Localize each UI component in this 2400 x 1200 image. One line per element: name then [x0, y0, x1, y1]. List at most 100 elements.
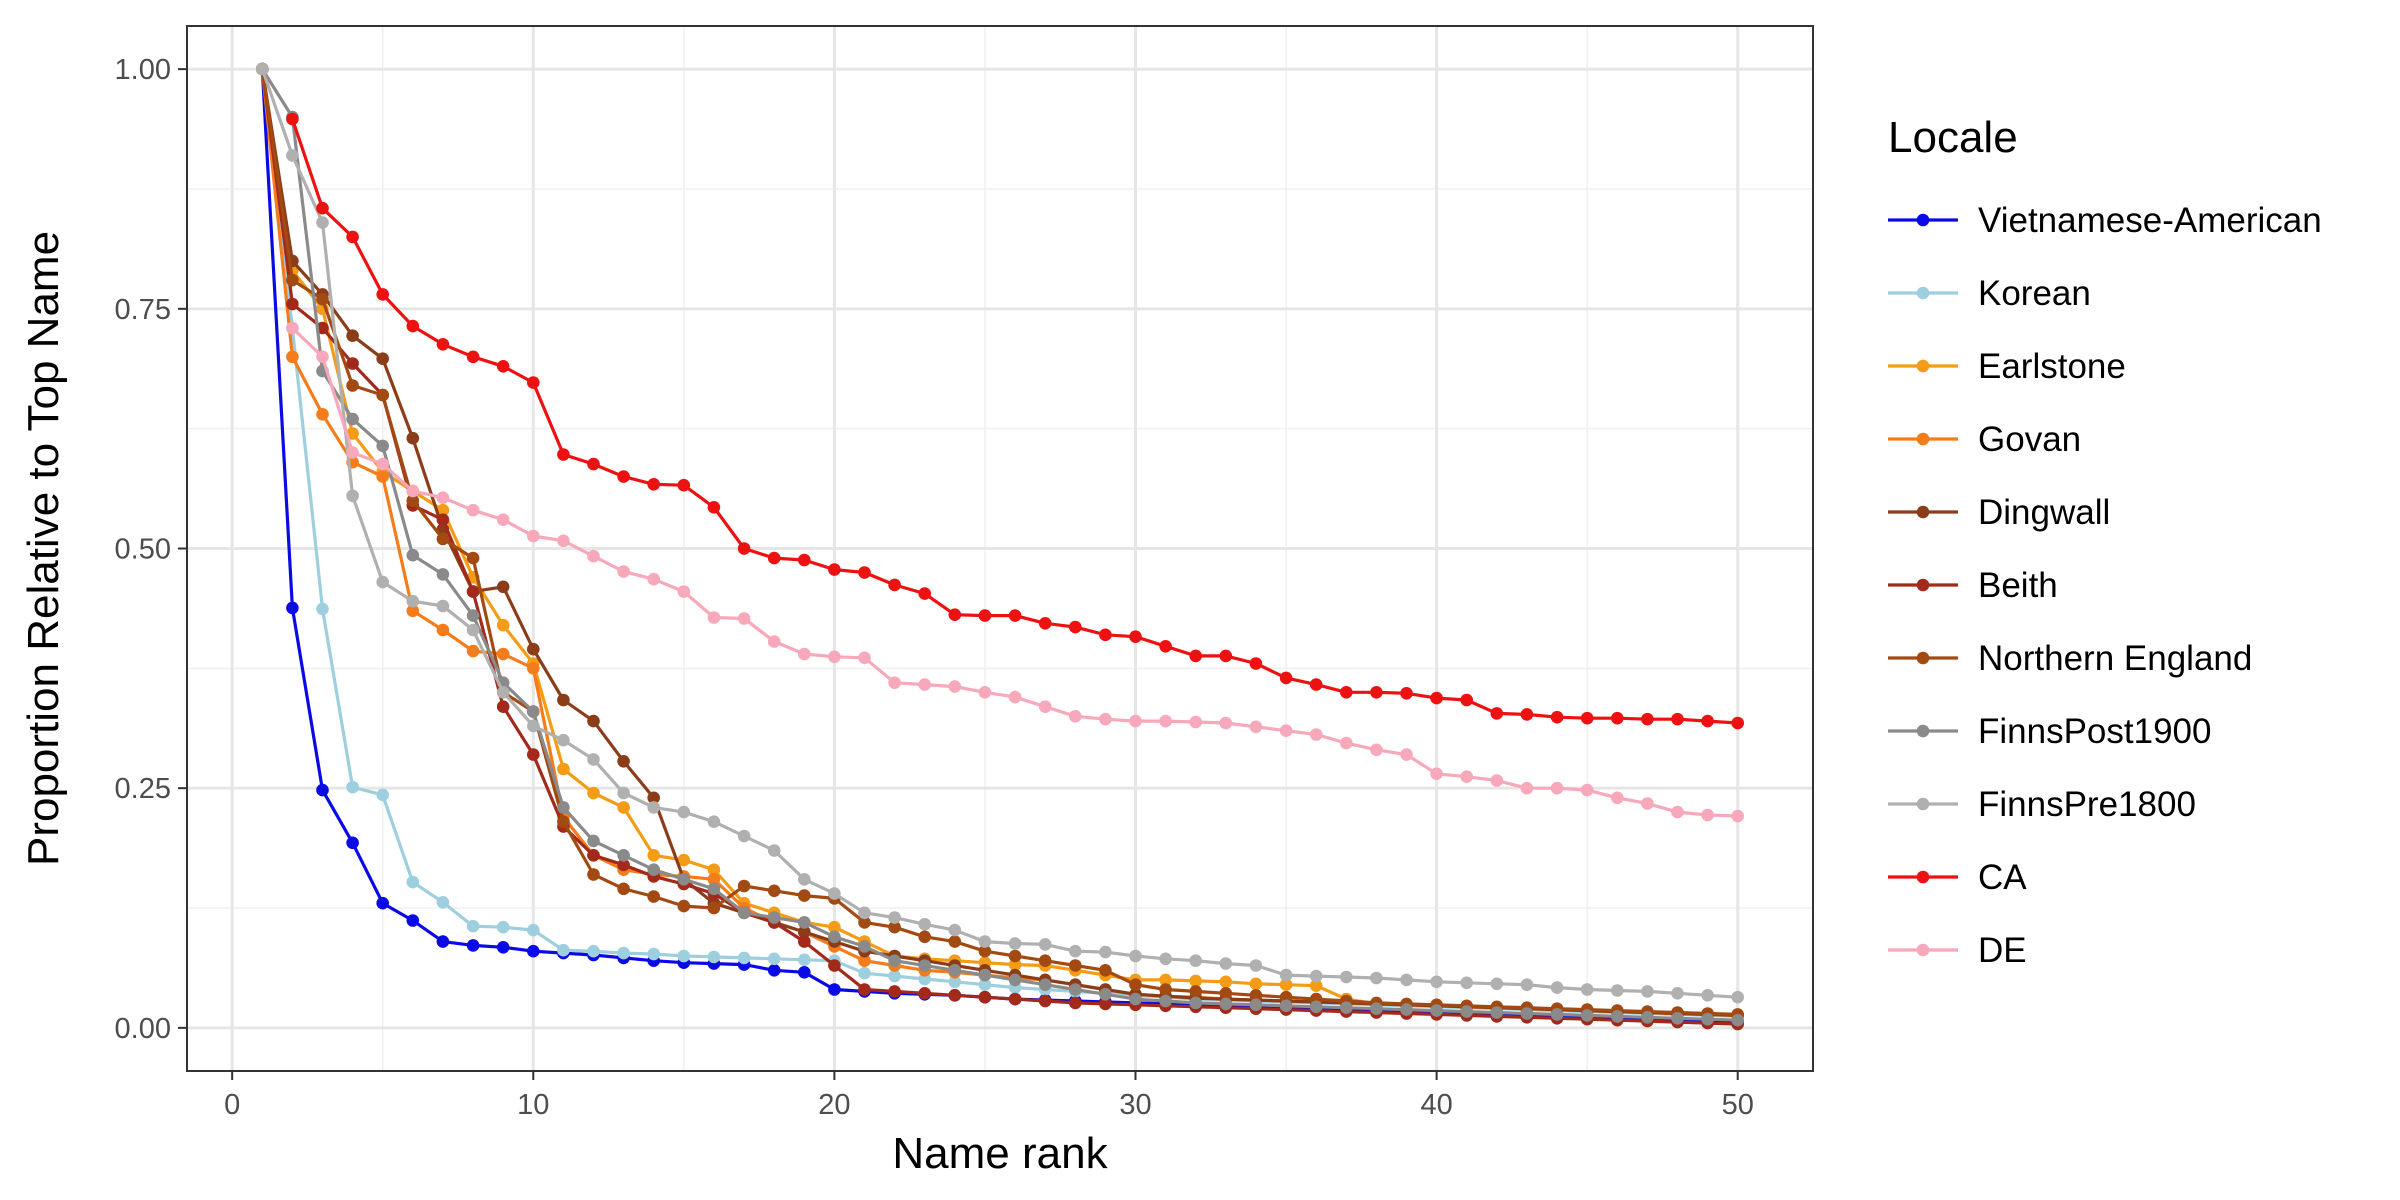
data-point: [436, 532, 450, 546]
x-axis-ticks: 0 10 20 30 40 50: [224, 1071, 1754, 1121]
series-line: [260, 68, 1738, 1026]
data-point: [527, 529, 540, 543]
data-point: [1400, 748, 1413, 761]
data-point: [767, 884, 781, 898]
data-point: [1460, 770, 1473, 783]
data-point: [1008, 949, 1022, 963]
y-axis-ticks: 0.00 0.25 0.50 0.75 1.00: [115, 54, 187, 1045]
data-point: [587, 786, 600, 800]
series-earlstone: [255, 62, 1744, 1022]
data-point: [406, 431, 420, 445]
data-point: [527, 944, 540, 958]
data-point: [1490, 977, 1504, 991]
data-point: [1219, 649, 1233, 663]
data-point: [316, 350, 329, 364]
data-point: [1430, 975, 1443, 989]
series-govan: [255, 62, 1744, 1022]
legend-item: Beith: [1888, 566, 2058, 605]
data-point: [948, 608, 962, 621]
data-point: [1309, 979, 1323, 992]
data-point: [888, 969, 901, 983]
data-point: [617, 858, 630, 872]
data-point: [1400, 973, 1413, 987]
data-point: [948, 975, 962, 989]
data-point: [888, 911, 901, 924]
data-point: [828, 930, 841, 944]
data-point: [828, 920, 841, 934]
legend-item: Govan: [1888, 420, 2081, 459]
data-point: [1370, 686, 1383, 699]
x-tick-label: 20: [818, 1089, 850, 1121]
data-point: [1430, 767, 1443, 781]
data-point: [1219, 987, 1233, 1000]
y-tick-label: 0.75: [115, 294, 171, 326]
data-point: [286, 601, 299, 615]
data-point: [1279, 978, 1293, 991]
legend-key-point: [1916, 870, 1930, 884]
data-point: [737, 879, 751, 893]
data-point: [1249, 720, 1263, 734]
data-point: [617, 470, 630, 483]
data-point: [346, 489, 359, 503]
data-point: [1189, 985, 1202, 998]
data-point: [767, 635, 781, 648]
data-point: [707, 901, 721, 915]
legend-label: CA: [1978, 858, 2027, 897]
x-tick-label: 40: [1420, 1089, 1452, 1121]
data-point: [1008, 609, 1022, 622]
data-point: [346, 780, 359, 794]
series-beith: [255, 62, 1744, 1031]
data-point: [1701, 714, 1714, 728]
data-point: [1611, 984, 1624, 997]
y-tick-label: 0.50: [115, 534, 171, 566]
data-point: [828, 650, 841, 664]
data-point: [677, 853, 691, 867]
data-point: [948, 680, 962, 693]
data-point: [436, 568, 450, 581]
data-point: [1340, 1001, 1353, 1014]
series-de: [286, 321, 1744, 823]
legend-label: Vietnamese-American: [1978, 201, 2322, 240]
series-line: [260, 68, 1738, 1022]
data-point: [918, 678, 931, 691]
data-point: [1641, 1011, 1654, 1024]
data-point: [1550, 981, 1564, 994]
data-point: [496, 920, 510, 934]
data-point: [1580, 1009, 1594, 1022]
data-point: [496, 360, 510, 373]
data-point: [1189, 954, 1202, 967]
grid-lines: [187, 26, 1813, 1071]
data-point: [1069, 996, 1082, 1010]
data-point: [1490, 774, 1504, 787]
data-point: [1340, 686, 1353, 699]
data-point: [1008, 690, 1022, 704]
y-tick-label: 0.25: [115, 773, 171, 805]
data-point: [1701, 808, 1714, 822]
data-point: [557, 448, 570, 461]
data-point: [1520, 708, 1534, 721]
data-point: [858, 916, 871, 929]
data-point: [1309, 678, 1323, 691]
data-point: [436, 599, 450, 613]
legend-key-point: [1916, 432, 1930, 446]
data-point: [1340, 736, 1353, 750]
data-point: [1520, 781, 1534, 795]
legend-key-point: [1916, 651, 1930, 665]
data-point: [858, 651, 871, 665]
data-point: [436, 896, 450, 909]
data-point: [798, 935, 811, 948]
data-point: [647, 801, 660, 814]
data-point: [1370, 1002, 1383, 1015]
data-point: [527, 642, 540, 656]
data-point: [316, 602, 329, 616]
data-point: [1189, 974, 1202, 988]
legend-label: FinnsPre1800: [1978, 785, 2196, 824]
data-point: [1490, 1006, 1504, 1019]
data-point: [1520, 978, 1534, 991]
data-point: [978, 978, 992, 991]
data-point: [496, 580, 510, 594]
data-point: [466, 623, 480, 637]
data-point: [376, 575, 390, 589]
data-point: [677, 585, 691, 598]
